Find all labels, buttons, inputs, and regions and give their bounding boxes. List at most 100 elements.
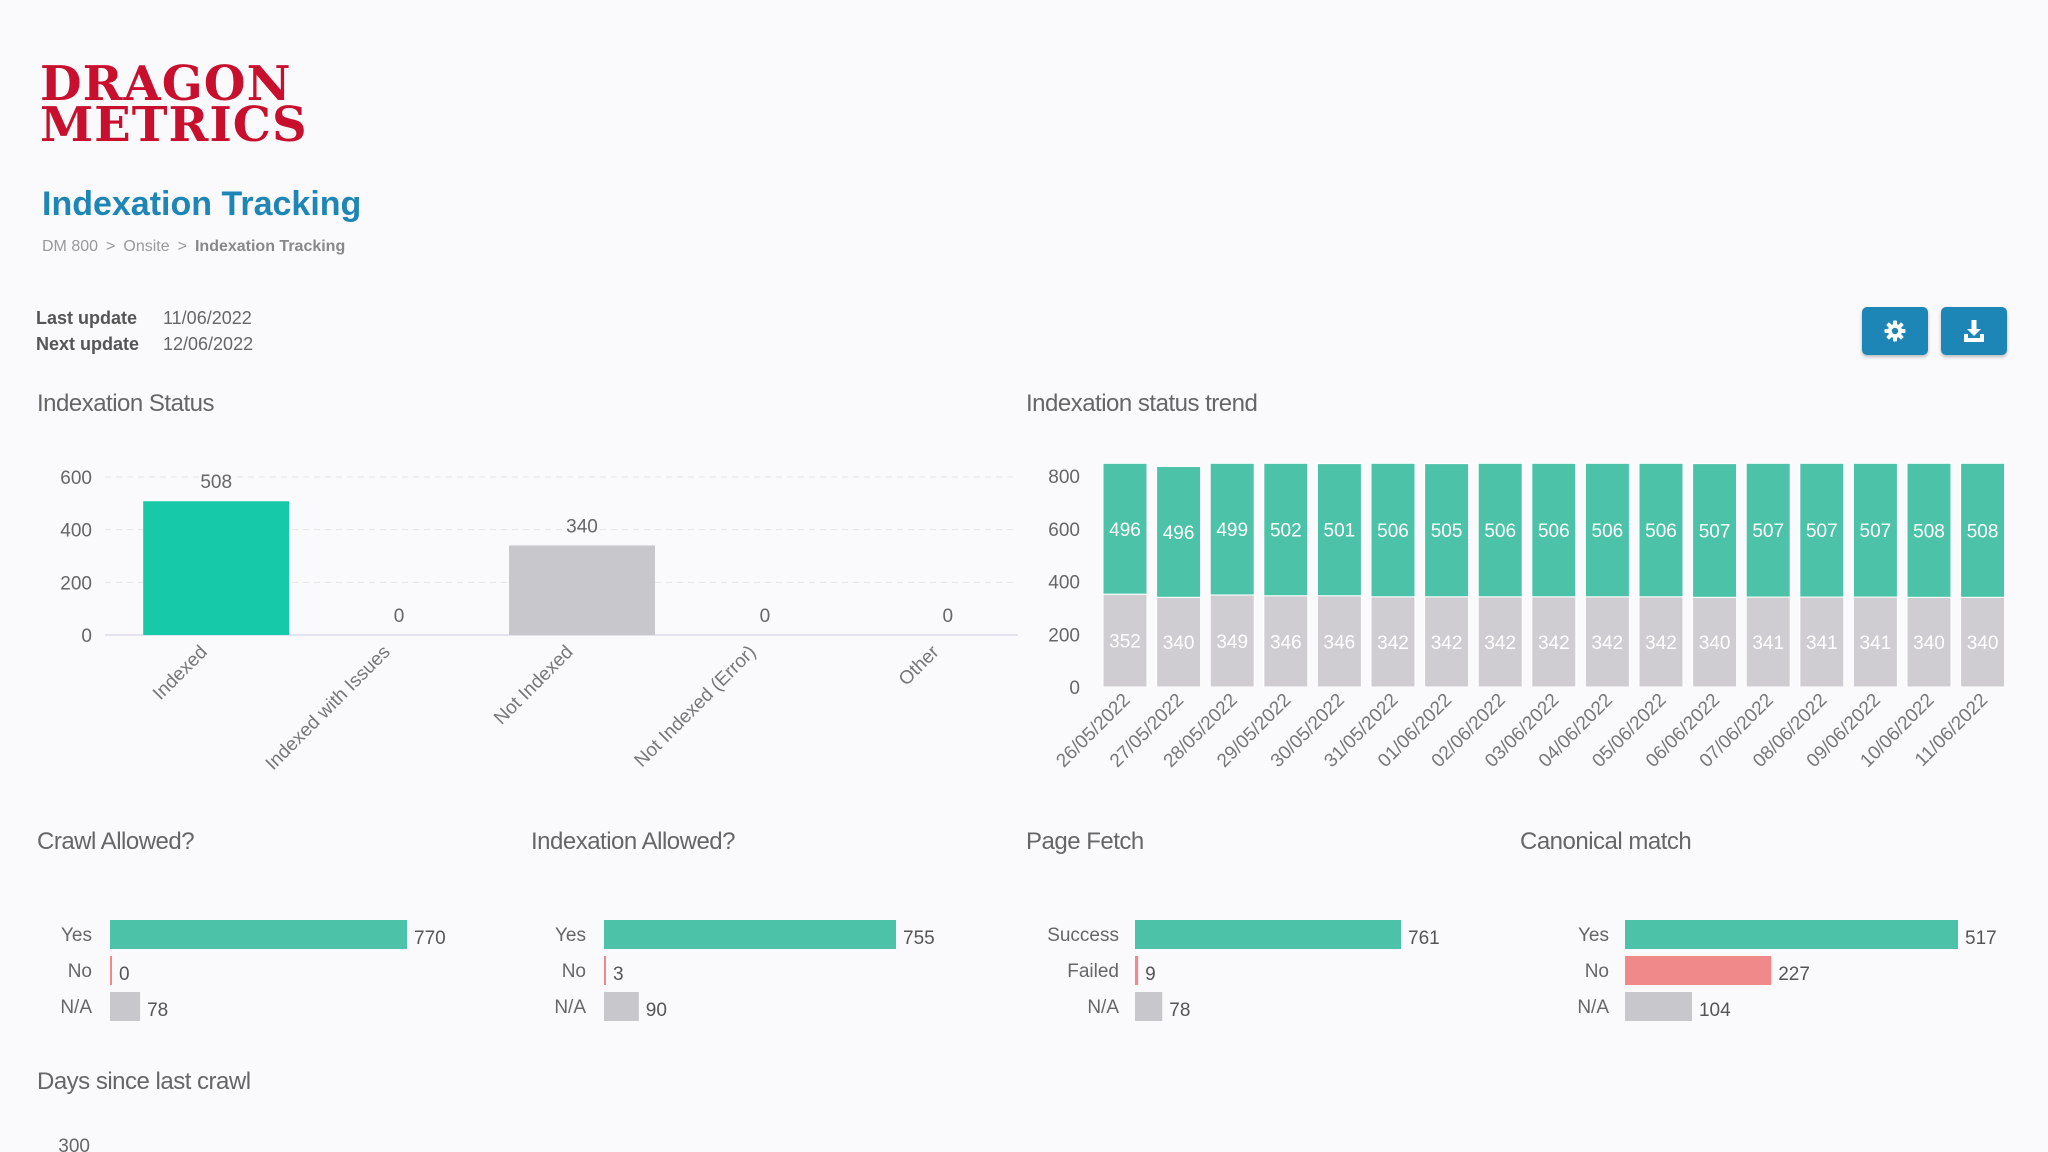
breadcrumb-item-project[interactable]: DM 800 [42,238,99,255]
data-label: 496 [1109,520,1141,541]
bar-segment-not-indexed [1263,595,1309,688]
days-since-crawl-title: Days since last crawl [37,1068,251,1095]
bar-segment-indexed [1424,463,1470,598]
x-tick-label: Indexed with Issues [262,642,395,775]
data-label: 349 [1216,632,1248,653]
data-label: 340 [1699,633,1731,654]
bar-segment-not-indexed [1156,596,1202,688]
bar-segment-not-indexed [1316,595,1362,688]
data-label: 9 [1145,964,1156,985]
days-since-crawl-chart: 300 [58,1136,90,1152]
bar [110,920,407,949]
data-label: 501 [1324,521,1356,542]
data-label: 342 [1377,633,1409,654]
bar-segment-indexed [1852,462,1898,598]
data-label: 502 [1270,521,1302,542]
indexation-status-chart: 0 200 400 600 508 Indexed 0 Indexed with Issues… [60,468,1018,775]
data-label: 506 [1484,521,1516,542]
data-label: 3 [613,964,624,985]
data-label: 508 [1967,521,1999,542]
indexation-allowed-chart: Yes 755 No 3 N/A 90 [554,920,935,1021]
bar-segment-indexed [1692,463,1738,598]
data-label: 342 [1645,633,1677,654]
bar-category-label: N/A [60,997,92,1018]
brand-logo-line2: METRICS [40,97,308,153]
bar [1625,920,1958,949]
last-update-row: Last update 11/06/2022 [36,308,252,329]
data-label: 506 [1645,521,1677,542]
bar-category-label: N/A [1087,997,1119,1018]
bar-segment-indexed [1209,462,1255,596]
x-tick-label: Not Indexed [490,642,577,729]
next-update-label: Next update [36,334,140,354]
data-label: 346 [1270,632,1302,653]
bar-category-label: Failed [1067,961,1119,982]
breadcrumb-separator: > [177,238,187,255]
data-label: 90 [646,1000,667,1021]
data-label: 517 [1965,928,1997,949]
canonical-match-chart: Yes 517 No 227 N/A 104 [1577,920,1997,1021]
next-update-row: Next update 12/06/2022 [36,334,253,355]
crawl-allowed-title: Crawl Allowed? [37,828,195,855]
brand-logo[interactable]: DRAGON METRICS [40,56,308,153]
brand-logo-line1: DRAGON [40,56,292,112]
bar-segment-indexed [1745,462,1791,598]
canonical-match-title: Canonical match [1520,828,1692,855]
bar [1625,992,1692,1021]
y-tick-label: 300 [58,1136,90,1152]
y-tick-label: 400 [60,521,92,542]
bar-segment-indexed [1906,462,1952,598]
data-label: 507 [1699,521,1731,542]
breadcrumb-separator: > [106,238,116,255]
x-tick-label: Other [895,641,944,690]
data-label: 496 [1163,523,1195,544]
bar [110,956,112,985]
y-tick-label: 0 [81,626,92,647]
bar [1135,992,1163,1021]
data-label: 78 [147,1000,168,1021]
data-label: 761 [1408,928,1440,949]
data-label: 0 [119,964,130,985]
data-label: 505 [1431,521,1463,542]
data-label: 755 [903,928,935,949]
x-tick-label: Indexed [149,642,212,705]
bar [604,992,639,1021]
data-label: 342 [1484,633,1516,654]
bar-segment-indexed [1638,462,1684,598]
y-tick-label: 0 [1069,678,1080,699]
bar-category-label: Yes [1578,925,1609,946]
data-label: 342 [1592,633,1624,654]
data-label: 340 [1163,633,1195,654]
bar-segment-not-indexed [1370,596,1416,688]
bar-category-label: No [1585,961,1609,982]
data-label: 770 [414,928,446,949]
data-label: 104 [1699,1000,1731,1021]
bar-segment-not-indexed [1584,596,1630,688]
data-label: 506 [1377,521,1409,542]
bar-category-label: No [68,961,92,982]
breadcrumb-item-current: Indexation Tracking [194,238,346,255]
data-label: 352 [1109,632,1141,653]
y-tick-label: 400 [1048,573,1080,594]
download-button[interactable] [1941,307,2007,355]
data-label: 341 [1806,633,1838,654]
y-tick-label: 600 [60,468,92,489]
bar-segment-not-indexed [1906,596,1952,688]
y-tick-label: 200 [60,573,92,594]
data-label: 508 [1913,521,1945,542]
data-label: 0 [760,606,771,627]
breadcrumb-item-onsite[interactable]: Onsite [123,238,170,255]
indexation-allowed-title: Indexation Allowed? [531,828,736,855]
data-label: 341 [1860,633,1892,654]
bar [604,920,896,949]
data-label: 506 [1592,521,1624,542]
bar-segment-not-indexed [1960,596,2006,688]
data-label: 340 [1967,633,1999,654]
bar-segment-indexed [1263,462,1309,597]
page-title: Indexation Tracking [42,185,362,223]
next-update-value: 12/06/2022 [163,334,254,354]
bar-segment-not-indexed [1477,596,1523,688]
settings-button[interactable] [1862,307,1928,355]
data-label: 507 [1752,521,1784,542]
bar-segment-indexed [1102,462,1148,595]
